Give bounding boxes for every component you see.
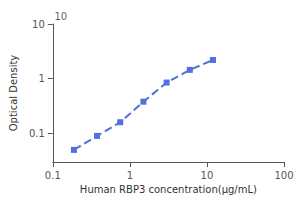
svg-text:10: 10 (32, 19, 45, 30)
svg-text:10: 10 (54, 11, 67, 22)
svg-text:Optical Density: Optical Density (8, 55, 19, 132)
svg-text:Human RBP3 concentration(μg/mL: Human RBP3 concentration(μg/mL) (80, 184, 257, 195)
svg-text:0.1: 0.1 (45, 170, 61, 181)
svg-text:100: 100 (274, 170, 293, 181)
svg-text:1: 1 (127, 170, 133, 181)
svg-text:0.1: 0.1 (29, 128, 45, 139)
svg-text:1: 1 (38, 73, 44, 84)
svg-text:10: 10 (201, 170, 214, 181)
